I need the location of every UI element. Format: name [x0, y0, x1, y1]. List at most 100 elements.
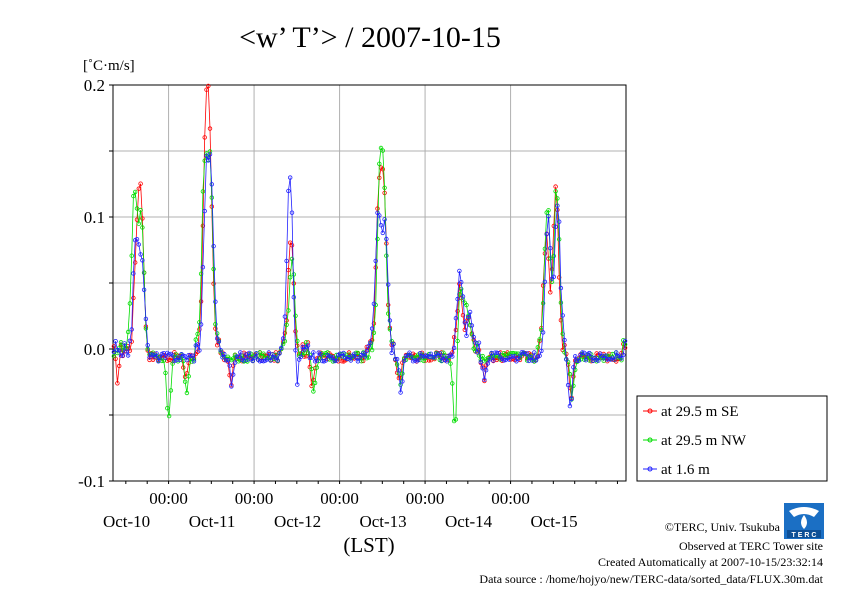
data-point: [535, 345, 540, 350]
data-point: [202, 135, 207, 140]
data-point: [402, 358, 407, 363]
data-point: [339, 354, 345, 359]
credit-text: ©TERC, Univ. Tsukuba: [665, 520, 781, 534]
data-point: [229, 384, 234, 389]
data-point: [539, 348, 544, 354]
data-point: [462, 327, 467, 332]
data-point: [387, 318, 393, 323]
observed-text: Observed at TERC Tower site: [679, 539, 823, 553]
legend: at 29.5 m SE at 29.5 m NW at 1.6 m: [643, 404, 747, 478]
data-point: [170, 353, 175, 358]
data-point: [309, 383, 314, 389]
data-point: [384, 253, 389, 258]
data-point: [366, 344, 371, 349]
data-point: [416, 357, 421, 362]
data-point: [200, 265, 206, 270]
data-point: [548, 245, 553, 251]
data-point: [309, 366, 314, 372]
data-point: [558, 300, 564, 305]
data-point: [409, 354, 414, 359]
data-point: [111, 354, 117, 359]
data-point: [501, 351, 507, 356]
legend-label: at 1.6 m: [661, 462, 710, 478]
data-point: [612, 357, 617, 362]
data-point: [136, 186, 141, 191]
data-point: [348, 358, 353, 363]
data-point: [386, 311, 391, 316]
data-point: [131, 295, 136, 301]
data-point: [455, 308, 460, 314]
data-point: [266, 350, 271, 355]
data-point: [186, 374, 191, 379]
data-point: [181, 365, 186, 370]
data-point: [213, 299, 218, 304]
data-point: [334, 358, 339, 363]
data-point: [369, 347, 375, 353]
data-point: [524, 351, 530, 356]
data-point: [115, 347, 120, 353]
data-point: [204, 153, 209, 158]
data-point: [553, 189, 558, 194]
data-point: [120, 353, 125, 358]
data-point: [225, 358, 231, 363]
data-point: [289, 242, 295, 248]
data-point: [371, 330, 377, 335]
data-point: [311, 350, 316, 355]
data-point: [277, 351, 282, 356]
data-point: [400, 371, 405, 376]
data-point: [460, 313, 466, 318]
data-point: [138, 181, 143, 186]
data-point: [587, 350, 592, 356]
data-point: [284, 322, 289, 327]
data-point: [272, 355, 277, 360]
data-point: [250, 358, 255, 364]
data-point: [540, 301, 546, 306]
data-point: [209, 182, 214, 187]
legend-label: at 29.5 m SE: [661, 404, 739, 420]
data-point: [382, 217, 387, 222]
data-point: [507, 357, 512, 362]
data-point: [455, 338, 460, 344]
chart-title: <w’ T’> / 2007-10-15: [239, 21, 501, 54]
data-point: [580, 350, 585, 355]
x-axis: 00:00Oct-1000:00Oct-1100:00Oct-1200:00Oc…: [103, 481, 618, 531]
data-point: [501, 358, 507, 363]
data-point: [291, 272, 296, 277]
data-point: [213, 326, 218, 331]
data-point: [482, 377, 487, 382]
data-point: [125, 329, 131, 335]
data-point: [418, 351, 423, 356]
data-point: [437, 351, 442, 356]
data-point: [309, 355, 314, 360]
data-point: [621, 352, 626, 358]
data-point: [377, 213, 382, 218]
data-point: [288, 175, 293, 180]
data-point: [156, 359, 161, 364]
source-text: Data source : /home/hojyo/new/TERC-data/…: [479, 572, 823, 586]
data-point: [398, 382, 403, 387]
data-point: [200, 223, 206, 228]
data-point: [211, 243, 216, 249]
data-point: [252, 355, 257, 360]
data-point: [362, 354, 368, 359]
data-point: [480, 366, 485, 371]
data-point: [557, 219, 562, 224]
data-point: [222, 351, 227, 357]
y-tick-label: 0.2: [84, 76, 105, 95]
data-point: [218, 348, 223, 353]
data-point: [394, 362, 400, 367]
data-point: [138, 207, 143, 213]
data-point: [197, 327, 202, 332]
data-point: [606, 356, 612, 362]
data-point: [211, 281, 216, 286]
data-point: [368, 340, 373, 345]
data-point: [236, 354, 241, 360]
data-point: [377, 161, 382, 166]
data-point: [193, 337, 198, 342]
data-point: [261, 351, 266, 356]
data-point: [243, 352, 248, 357]
data-point: [124, 349, 129, 354]
data-point: [560, 331, 565, 336]
y-tick-label: 0.0: [84, 340, 105, 359]
data-point: [615, 353, 621, 359]
